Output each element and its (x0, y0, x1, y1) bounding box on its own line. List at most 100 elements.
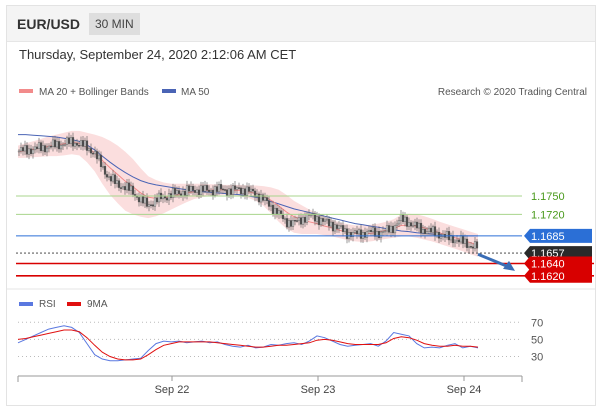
candle (397, 216, 401, 227)
candle (423, 226, 427, 239)
rsi-legend-swatch (19, 302, 33, 306)
candle (427, 225, 431, 237)
candle (321, 214, 325, 227)
candle (203, 180, 207, 194)
rsi-tick-label: 70 (531, 317, 543, 329)
candle (37, 137, 41, 154)
candle (23, 140, 27, 156)
candle (359, 224, 363, 243)
candle (355, 225, 359, 239)
candle (75, 138, 79, 151)
level-resistance-1: 1.1720 (16, 209, 565, 221)
candle (259, 189, 263, 207)
candle (45, 143, 49, 157)
candle (469, 242, 473, 249)
candle (351, 227, 355, 242)
timeframe-button[interactable]: 30 MIN (89, 13, 140, 35)
candle (117, 178, 121, 192)
candle (411, 220, 415, 229)
candle (35, 143, 39, 153)
candle (85, 136, 89, 156)
candle (353, 228, 357, 235)
candle (371, 223, 375, 236)
candle (457, 237, 461, 247)
candle (59, 140, 63, 153)
candle (455, 235, 459, 245)
candle (415, 217, 419, 232)
rsi-line (17, 325, 479, 362)
candle (113, 172, 117, 189)
candle (405, 214, 409, 231)
candle (125, 179, 129, 194)
candle (383, 228, 387, 236)
candle (365, 228, 369, 243)
candle (299, 213, 303, 228)
candle (297, 213, 301, 226)
candle (349, 228, 353, 241)
candle (257, 191, 261, 206)
candle (255, 189, 259, 201)
candle (63, 139, 67, 147)
bollinger-legend-swatch (19, 89, 33, 93)
candle (61, 142, 65, 150)
candle (53, 135, 57, 150)
candle (291, 217, 295, 230)
level-resistance-0: 1.1750 (16, 191, 565, 203)
level-label: 1.1720 (531, 209, 565, 221)
candle (473, 236, 477, 252)
level-label: 1.1640 (531, 259, 565, 271)
symbol-label: EUR/USD (17, 16, 81, 32)
level-label: 1.1750 (531, 191, 565, 203)
candle (407, 217, 411, 231)
candle (251, 184, 255, 194)
candle (103, 162, 107, 179)
candle (31, 146, 35, 159)
level-support-5: 1.1620 (16, 268, 594, 283)
candle (429, 223, 433, 237)
candle (47, 143, 51, 153)
candle (373, 223, 377, 240)
candle (191, 183, 195, 196)
candle (263, 192, 267, 206)
rsi-tick-label: 30 (531, 351, 543, 363)
candle (417, 219, 421, 233)
candle (391, 222, 395, 236)
candle (453, 238, 457, 248)
candle (335, 222, 339, 233)
rsi-layer: 70 50 30 (17, 317, 543, 363)
candle (29, 144, 33, 156)
candle (375, 228, 379, 242)
x-tick-label: Sep 22 (155, 384, 190, 396)
chart-header: EUR/USD 30 MIN (7, 6, 595, 42)
candle (313, 210, 317, 226)
candle (439, 233, 443, 242)
candle (319, 214, 323, 227)
candle (285, 213, 289, 230)
candle (333, 219, 337, 235)
candle (421, 224, 425, 236)
candle (33, 142, 37, 154)
candle (363, 227, 367, 241)
candle (387, 222, 391, 235)
candle (105, 170, 109, 182)
candle (425, 226, 429, 237)
rsi-ma-line (17, 329, 479, 361)
candle (419, 219, 423, 238)
candle (289, 215, 293, 231)
candle (329, 217, 333, 229)
chart-datetime: Thursday, September 24, 2020 2:12:06 AM … (19, 47, 297, 62)
rsi-ma-legend-swatch (67, 302, 81, 306)
candle (19, 142, 23, 154)
candle (465, 235, 469, 252)
candle (261, 192, 265, 203)
candle (41, 140, 45, 156)
candle (395, 219, 399, 230)
candle (463, 234, 467, 248)
ma50-legend-swatch (162, 89, 176, 93)
candle (341, 220, 345, 237)
rsi-tick-label: 50 (531, 334, 543, 346)
candle (381, 226, 385, 236)
level-label: 1.1620 (531, 271, 565, 283)
